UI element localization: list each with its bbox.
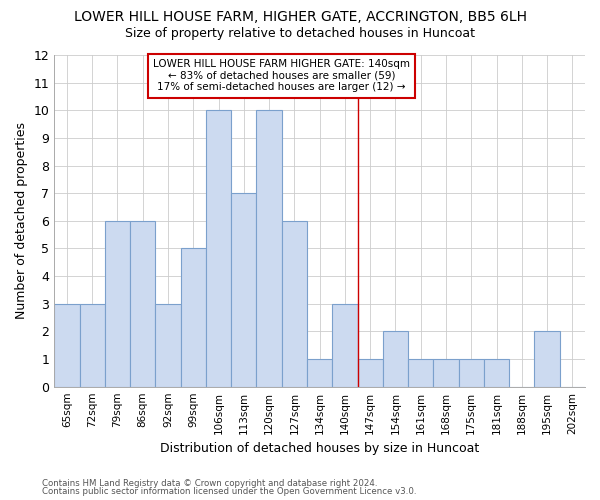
Bar: [80, 304, 105, 386]
Bar: [54, 304, 80, 386]
Bar: [484, 359, 509, 386]
Bar: [155, 304, 181, 386]
Bar: [181, 248, 206, 386]
Bar: [358, 359, 383, 386]
Bar: [332, 304, 358, 386]
Bar: [307, 359, 332, 386]
X-axis label: Distribution of detached houses by size in Huncoat: Distribution of detached houses by size …: [160, 442, 479, 455]
Bar: [130, 221, 155, 386]
Bar: [535, 332, 560, 386]
Text: LOWER HILL HOUSE FARM, HIGHER GATE, ACCRINGTON, BB5 6LH: LOWER HILL HOUSE FARM, HIGHER GATE, ACCR…: [74, 10, 527, 24]
Bar: [105, 221, 130, 386]
Bar: [206, 110, 231, 386]
Bar: [383, 332, 408, 386]
Bar: [458, 359, 484, 386]
Text: LOWER HILL HOUSE FARM HIGHER GATE: 140sqm
← 83% of detached houses are smaller (: LOWER HILL HOUSE FARM HIGHER GATE: 140sq…: [153, 59, 410, 92]
Bar: [256, 110, 282, 386]
Text: Contains public sector information licensed under the Open Government Licence v3: Contains public sector information licen…: [42, 488, 416, 496]
Bar: [231, 193, 256, 386]
Text: Size of property relative to detached houses in Huncoat: Size of property relative to detached ho…: [125, 28, 475, 40]
Text: Contains HM Land Registry data © Crown copyright and database right 2024.: Contains HM Land Registry data © Crown c…: [42, 478, 377, 488]
Bar: [408, 359, 433, 386]
Y-axis label: Number of detached properties: Number of detached properties: [15, 122, 28, 320]
Bar: [433, 359, 458, 386]
Bar: [282, 221, 307, 386]
